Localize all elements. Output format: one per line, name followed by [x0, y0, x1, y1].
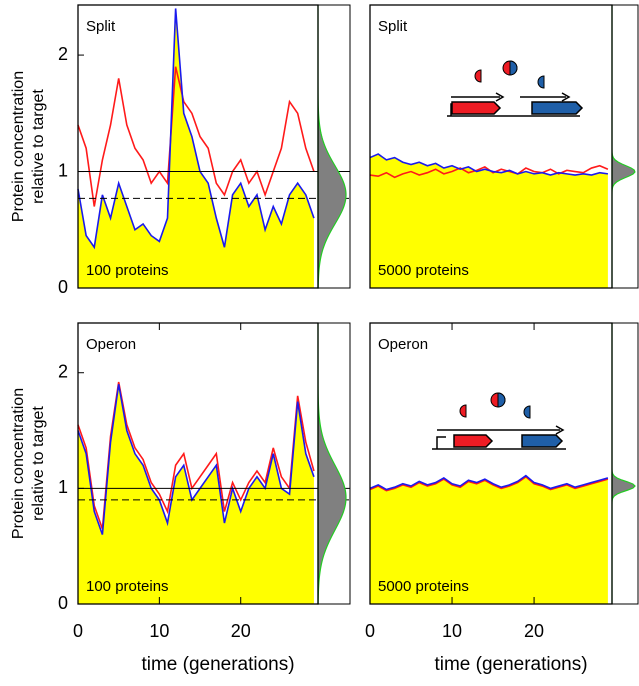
annotation: 5000 proteins	[378, 262, 469, 279]
y-axis-label: Protein concentration	[10, 388, 27, 539]
fill-area	[370, 475, 608, 604]
distribution	[317, 5, 347, 289]
series-line	[77, 66, 315, 207]
x-tick-label: 10	[149, 621, 169, 641]
fill-area	[78, 8, 314, 288]
series-line	[369, 475, 609, 492]
x-tick-label: 0	[73, 621, 83, 641]
annotation: 5000 proteins	[378, 578, 469, 595]
fill-area	[78, 384, 314, 604]
y-tick-label: 2	[58, 361, 68, 381]
x-tick-label: 0	[365, 621, 375, 641]
series-line	[77, 8, 315, 250]
annotation: 100 proteins	[86, 262, 169, 279]
side-frame	[317, 4, 351, 289]
side-frame	[317, 322, 351, 605]
y-tick-label: 1	[58, 160, 68, 180]
x-tick-label: 20	[231, 621, 251, 641]
series-line	[369, 474, 609, 491]
distribution	[317, 323, 347, 605]
series-line	[369, 153, 609, 176]
fill-area	[370, 154, 608, 288]
y-axis-label: Protein concentration	[10, 71, 27, 222]
y-axis-label: relative to target	[30, 406, 47, 521]
panel-title: Split	[86, 18, 116, 35]
gene-diagram	[432, 60, 584, 450]
x-axis-label: time (generations)	[434, 654, 587, 675]
panel-title: Split	[378, 18, 408, 35]
panel-title: Operon	[86, 336, 136, 353]
y-tick-label: 0	[58, 593, 68, 613]
side-frame	[611, 322, 639, 605]
x-tick-label: 20	[524, 621, 544, 641]
side-frame	[611, 4, 639, 289]
panel-title: Operon	[378, 336, 428, 353]
distribution	[611, 323, 636, 604]
y-tick-label: 0	[58, 277, 68, 297]
y-tick-label: 1	[58, 477, 68, 497]
y-axis-label: relative to target	[30, 89, 47, 204]
series-line	[77, 384, 315, 535]
distribution	[611, 5, 636, 288]
x-tick-label: 10	[442, 621, 462, 641]
y-tick-label: 2	[58, 44, 68, 64]
annotation: 100 proteins	[86, 578, 169, 595]
x-axis-label: time (generations)	[141, 654, 294, 675]
